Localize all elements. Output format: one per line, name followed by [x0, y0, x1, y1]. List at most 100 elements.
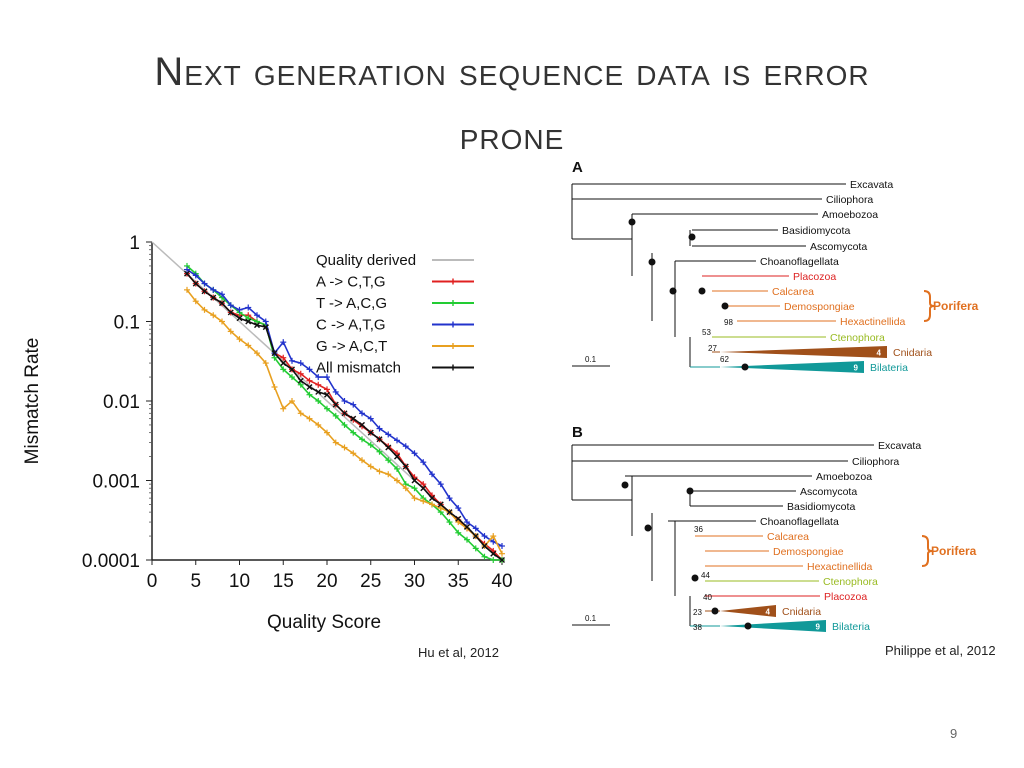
phylogeny-figure: A Excavata Ciliophora Amoebozoa Basidiomycot…	[571, 159, 979, 633]
data-point	[376, 425, 383, 432]
scale-bar-label: 0.1	[585, 355, 597, 364]
data-point	[367, 441, 374, 448]
data-point	[324, 374, 330, 381]
tree-node	[744, 622, 752, 630]
data-point	[385, 457, 392, 464]
tree-node	[698, 287, 706, 295]
data-point	[359, 457, 365, 464]
data-point	[367, 415, 374, 422]
y-axis-label: Mismatch Rate	[22, 338, 43, 465]
data-point	[490, 557, 497, 563]
taxon-label: Basidiomycota	[782, 225, 850, 237]
data-point	[201, 288, 208, 295]
data-point	[350, 450, 357, 457]
x-tick-label: 0	[147, 571, 158, 592]
data-point	[385, 471, 392, 478]
x-tick-label: 40	[491, 571, 512, 592]
data-point	[367, 463, 374, 470]
tree-node	[721, 302, 729, 310]
data-point	[481, 543, 488, 549]
data-point	[350, 401, 357, 408]
data-point	[481, 533, 488, 540]
support-value: 40	[703, 593, 712, 602]
data-point	[254, 318, 260, 325]
legend-label: Quality derived	[316, 252, 416, 269]
x-tick-label: 25	[360, 571, 381, 592]
support-value: 98	[724, 318, 733, 327]
data-point	[332, 401, 339, 408]
data-point	[429, 495, 435, 502]
taxon-label: Calcarea	[767, 531, 809, 543]
data-point	[289, 366, 295, 373]
clade-count: 9	[854, 364, 859, 373]
data-point	[376, 436, 383, 443]
data-point	[420, 485, 427, 492]
data-point	[437, 501, 444, 508]
data-point	[472, 545, 479, 552]
data-point	[420, 459, 427, 466]
taxon-label: Cnidaria	[893, 347, 932, 359]
data-point	[315, 388, 322, 395]
data-point	[341, 398, 348, 404]
data-point	[402, 485, 409, 492]
data-point	[280, 339, 287, 346]
data-point	[306, 384, 313, 390]
support-value: 44	[701, 571, 710, 580]
data-point	[376, 448, 383, 455]
data-point	[315, 374, 322, 381]
taxon-label: Choanoflagellata	[760, 516, 839, 528]
data-point	[280, 366, 287, 373]
tree-node	[688, 233, 696, 241]
data-point	[297, 381, 304, 388]
legend-label: All mismatch	[316, 360, 401, 377]
data-point	[184, 270, 190, 277]
taxon-label: Ascomycota	[800, 486, 857, 498]
data-point	[437, 505, 444, 512]
data-point	[324, 386, 330, 393]
taxon-label: Hexactinellida	[840, 316, 906, 328]
support-value: 38	[693, 623, 702, 632]
data-point	[402, 463, 409, 470]
data-point	[359, 436, 365, 443]
data-point	[411, 495, 418, 502]
data-point	[341, 421, 348, 428]
data-point	[350, 415, 357, 422]
data-point	[472, 533, 479, 540]
data-point	[481, 553, 488, 560]
data-point	[455, 515, 462, 522]
data-point	[332, 388, 339, 395]
right-caption: Philippe et al, 2012	[885, 643, 996, 658]
tree-panel-b: B Excavata Ciliophora Amoebozoa Ascomycota Ba…	[571, 424, 977, 633]
y-tick-label: 0.01	[103, 392, 140, 413]
data-point	[385, 431, 392, 438]
data-point	[359, 421, 365, 428]
data-point	[455, 505, 462, 512]
data-point	[297, 410, 304, 417]
data-point	[271, 384, 278, 391]
data-point	[201, 306, 208, 313]
data-point	[402, 443, 409, 450]
data-point	[227, 328, 234, 335]
support-value: 23	[693, 608, 702, 617]
data-point	[306, 377, 313, 384]
taxon-label: Calcarea	[772, 286, 814, 298]
slide-title-line-2: prone	[459, 114, 565, 158]
taxon-label: Cnidaria	[782, 606, 821, 618]
x-tick-label: 15	[273, 571, 294, 592]
taxon-label: Demospongiae	[784, 301, 855, 313]
tree-panel-a: A Excavata Ciliophora Amoebozoa Basidiomycot…	[571, 159, 979, 374]
data-point	[210, 294, 217, 301]
clade-count: 4	[877, 349, 882, 358]
page-number: 9	[950, 726, 958, 741]
data-point	[324, 405, 330, 412]
data-point	[236, 315, 243, 322]
data-point	[289, 357, 295, 364]
data-point	[210, 286, 217, 293]
data-point	[499, 557, 505, 563]
data-point	[210, 312, 217, 319]
taxon-label: Choanoflagellata	[760, 256, 839, 268]
tree-node	[669, 287, 677, 295]
data-point	[254, 350, 260, 357]
data-point	[455, 529, 462, 536]
data-point	[306, 366, 313, 373]
